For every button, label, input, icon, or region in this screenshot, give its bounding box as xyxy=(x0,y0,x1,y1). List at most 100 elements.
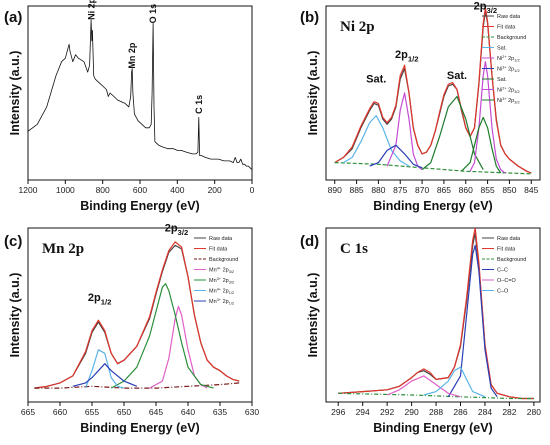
spectrum-line xyxy=(28,19,252,170)
legend-entry: Raw data xyxy=(497,14,521,20)
x-tick-label: 294 xyxy=(356,407,370,417)
legend-entry: Fit data xyxy=(497,247,516,253)
panel-b: (b) Ni 2p 890 885 880 875 870 865 860 855 850 845 Bi… xyxy=(300,0,541,213)
legend-entry: Ni3+ 2p1/2 xyxy=(497,66,520,74)
series-c-o xyxy=(423,366,486,398)
x-tick-label: 290 xyxy=(405,407,419,417)
legend-entry: Background xyxy=(209,257,238,263)
plot-frame xyxy=(325,227,541,403)
panel-a: (a) 1200 1000 800 600 400 200 0 Binding Energy (… xyxy=(4,0,255,213)
x-tick-label: 400 xyxy=(170,185,184,195)
peak-annotation: Mn 2p xyxy=(127,42,137,69)
x-tick-label: 280 xyxy=(527,407,541,417)
legend-entry: Fit data xyxy=(497,25,516,31)
plot-frame xyxy=(325,5,541,181)
x-tick-label: 640 xyxy=(181,407,195,417)
x-tick-label: 296 xyxy=(331,407,345,417)
legend-entry: Mn3+ 2p3/2 xyxy=(209,277,234,285)
x-tick-label: 286 xyxy=(453,407,467,417)
plot-area xyxy=(338,228,534,400)
series-background xyxy=(34,382,240,389)
series-mn4-2p1-2 xyxy=(85,349,125,389)
x-tick-label: 800 xyxy=(96,185,110,195)
legend-entry: Background xyxy=(497,35,526,41)
legend-entry: Sat. xyxy=(497,46,507,52)
series-sat xyxy=(421,95,484,171)
y-axis-label: Intensity (a.u.) xyxy=(8,51,22,136)
peak-annotation: C 1s xyxy=(194,95,204,114)
peak-annotation: 2p3/2 xyxy=(474,0,498,14)
x-tick-label: 865 xyxy=(437,185,451,195)
legend-entry: O–C=O xyxy=(497,278,517,284)
series-fit-data xyxy=(34,241,240,389)
legend-entry: C–C xyxy=(497,268,508,274)
series-c-c xyxy=(447,244,498,398)
legend-entry: Mn4+ 2p1/2 xyxy=(209,288,234,296)
x-tick-label: 292 xyxy=(380,407,394,417)
plot-frame xyxy=(27,5,253,181)
x-tick-label: 630 xyxy=(245,407,259,417)
legend-entry: Raw data xyxy=(497,236,521,242)
x-tick-label: 880 xyxy=(371,185,385,195)
peak-annotation: 2p1/2 xyxy=(88,292,112,306)
x-tick-label: 855 xyxy=(480,185,494,195)
x-axis-label: Binding Energy (eV) xyxy=(373,421,492,435)
x-axis-label: Binding Energy (eV) xyxy=(80,199,199,213)
peak-annotation: O 1s xyxy=(148,4,158,24)
series-mn4-2p3-2 xyxy=(149,305,208,389)
panel-title: Mn 2p xyxy=(42,241,84,257)
legend-entry: Background xyxy=(497,257,526,263)
x-axis-label: Binding Energy (eV) xyxy=(80,421,199,435)
x-tick-label: 645 xyxy=(149,407,163,417)
series-fit-data xyxy=(334,7,532,174)
series-background xyxy=(334,162,532,175)
legend-entry: Ni3+ 2p3/2 xyxy=(497,97,520,105)
x-tick-label: 288 xyxy=(429,407,443,417)
peak-annotation: 2p1/2 xyxy=(395,49,419,63)
series-mn3-2p1-2 xyxy=(72,363,138,387)
x-tick-label: 665 xyxy=(21,407,35,417)
series-o-c-o xyxy=(386,375,461,398)
x-tick-label: 885 xyxy=(349,185,363,195)
series-ni3-2p3-2 xyxy=(460,116,502,174)
x-tick-label: 890 xyxy=(328,185,342,195)
legend-entry: Mn4+ 2p3/2 xyxy=(209,267,234,275)
legend-entry: Ni2+ 2p1/2 xyxy=(497,55,520,63)
peak-annotation: Sat. xyxy=(447,70,467,82)
legend-entry: Raw data xyxy=(209,236,233,242)
x-tick-label: 860 xyxy=(459,185,473,195)
legend-entry: C–O xyxy=(497,289,509,295)
x-tick-label: 0 xyxy=(250,185,255,195)
series-ni3-2p1-2 xyxy=(369,144,423,169)
x-tick-label: 650 xyxy=(117,407,131,417)
x-tick-label: 635 xyxy=(213,407,227,417)
panel-c: (c) Mn 2p 665 660 655 650 645 640 635 630 Binding … xyxy=(4,222,259,435)
series-fit-data xyxy=(338,228,534,400)
peak-annotation: Sat. xyxy=(366,74,386,86)
x-tick-label: 850 xyxy=(502,185,516,195)
legend-entry: Ni2+ 2p3/2 xyxy=(497,87,520,95)
peak-annotation: 2p3/2 xyxy=(165,222,189,236)
x-tick-label: 1200 xyxy=(19,185,38,195)
plot-frame xyxy=(27,227,253,403)
x-tick-label: 200 xyxy=(208,185,222,195)
series-ni2-2p1-2 xyxy=(386,92,423,171)
peak-annotation: Ni 2p xyxy=(86,0,96,20)
y-axis-label: Intensity (a.u.) xyxy=(306,273,320,358)
x-tick-label: 660 xyxy=(53,407,67,417)
series-mn3-2p3-2 xyxy=(110,283,214,389)
x-tick-label: 870 xyxy=(415,185,429,195)
panel-title: C 1s xyxy=(340,241,368,257)
x-tick-label: 284 xyxy=(478,407,492,417)
plot-area xyxy=(28,19,252,170)
legend-entry: Mn3+ 2p1/2 xyxy=(209,298,234,306)
y-axis-label: Intensity (a.u.) xyxy=(306,51,320,136)
x-tick-label: 845 xyxy=(524,185,538,195)
x-tick-label: 655 xyxy=(85,407,99,417)
plot-area xyxy=(334,7,532,175)
x-tick-label: 600 xyxy=(133,185,147,195)
x-axis-label: Binding Energy (eV) xyxy=(373,199,492,213)
panel-d: (d) C 1s 296 294 292 290 288 286 284 282 280 Bindin… xyxy=(300,227,541,435)
plot-area xyxy=(34,241,240,389)
panel-letter: (a) xyxy=(4,9,22,26)
